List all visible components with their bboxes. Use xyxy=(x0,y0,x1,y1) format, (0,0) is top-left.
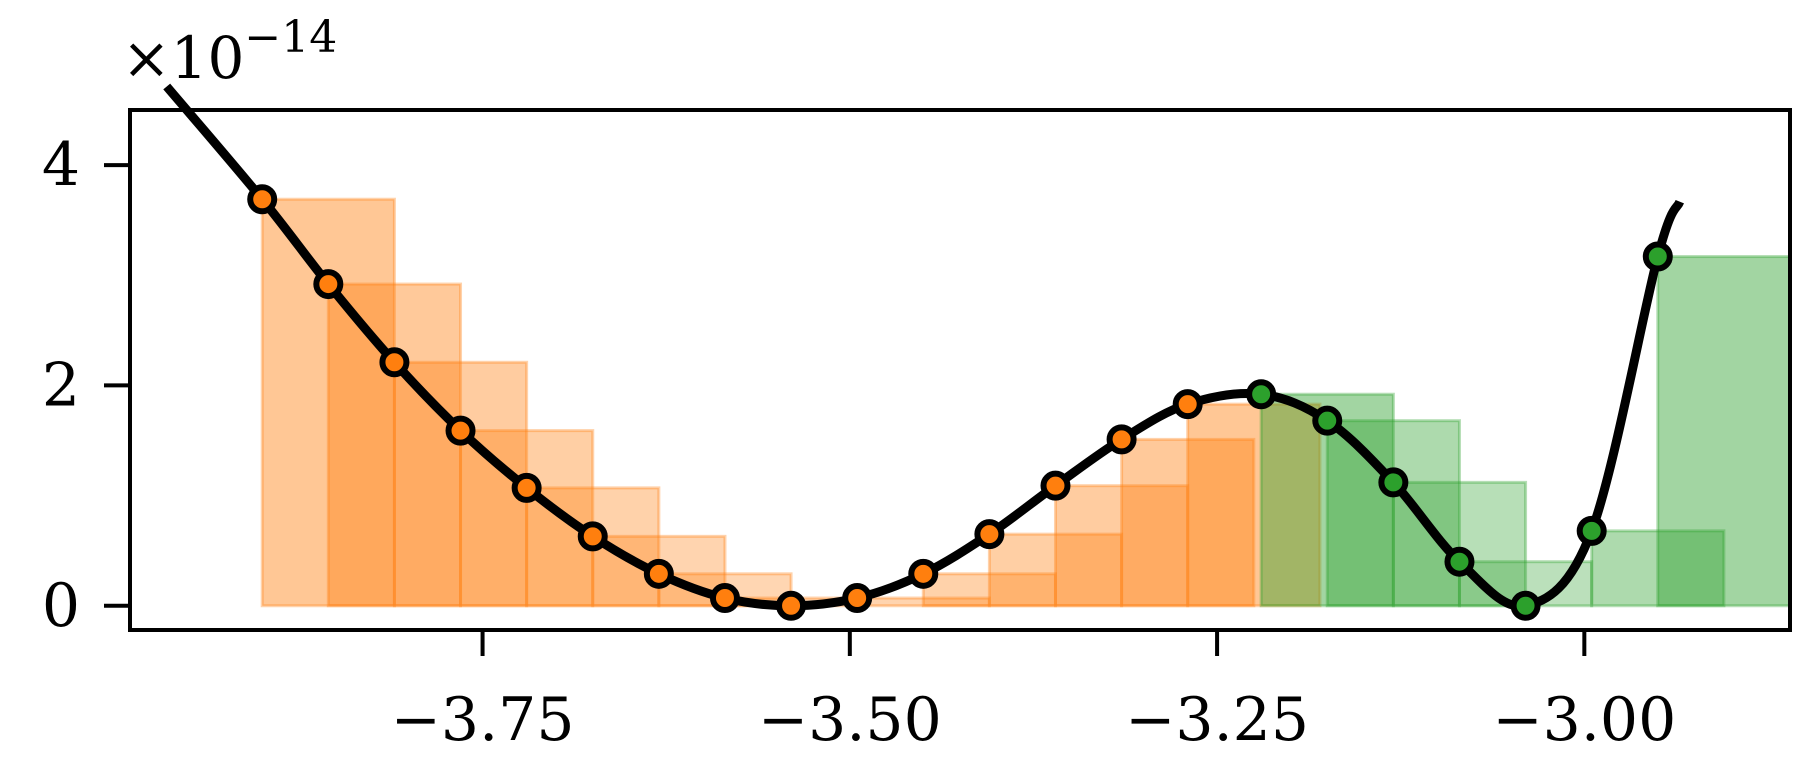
series-orange-point xyxy=(1040,470,1071,501)
series-green-point xyxy=(1444,546,1475,577)
fitted-curve xyxy=(163,83,1684,611)
x-tick-label: −3.50 xyxy=(758,685,942,755)
series-green-bar xyxy=(1656,255,1792,608)
series-orange-point xyxy=(313,269,344,300)
series-orange-point xyxy=(445,415,476,446)
y-axis: 0 2 4 xyxy=(42,130,130,641)
series-orange-bar xyxy=(987,532,1124,608)
series-orange-point xyxy=(1172,389,1203,420)
y-tick-label: 4 xyxy=(42,130,80,200)
y-offset-label: ×10−14 xyxy=(122,12,337,92)
x-axis: −3.75 −3.50 −3.25 −3.00 xyxy=(391,630,1676,755)
shaded-bars xyxy=(260,197,1792,608)
series-green-point xyxy=(1378,467,1409,498)
series-orange-bar xyxy=(392,360,529,608)
series-orange-bar xyxy=(921,572,1057,608)
series-orange-point xyxy=(577,521,608,552)
series-green-bar xyxy=(1325,419,1461,608)
y-tick-label: 0 xyxy=(42,571,80,641)
series-orange-bar xyxy=(326,282,463,608)
series-orange-bar xyxy=(1186,402,1322,608)
series-orange-bar xyxy=(1053,484,1190,608)
y-tick-label: 2 xyxy=(42,350,80,420)
series-orange-point xyxy=(247,184,278,215)
series-orange-point xyxy=(643,558,674,589)
series-green-point xyxy=(1312,405,1343,436)
series-orange-point xyxy=(379,347,410,378)
x-tick-label: −3.25 xyxy=(1125,685,1309,755)
series-green-bar xyxy=(1590,529,1726,608)
series-green-point xyxy=(1642,241,1673,272)
x-tick-label: −3.75 xyxy=(391,685,575,755)
plot-frame xyxy=(128,108,1792,632)
series-orange-point xyxy=(974,519,1005,550)
series-orange-point xyxy=(776,590,807,621)
series-green-point xyxy=(1510,590,1541,621)
series-orange-point xyxy=(709,583,740,614)
series-green-point xyxy=(1576,515,1607,546)
data-points xyxy=(247,184,1673,621)
series-orange-bar xyxy=(1120,437,1256,608)
curve-layer xyxy=(163,83,1684,611)
series-green-point xyxy=(1246,379,1277,410)
series-orange-bar xyxy=(260,197,396,608)
x-tick-label: −3.00 xyxy=(1492,685,1676,755)
series-orange-point xyxy=(842,583,873,614)
series-orange-point xyxy=(908,558,939,589)
y-offset-exponent: −14 xyxy=(244,12,337,63)
series-orange-point xyxy=(511,472,542,503)
series-orange-point xyxy=(1106,424,1137,455)
